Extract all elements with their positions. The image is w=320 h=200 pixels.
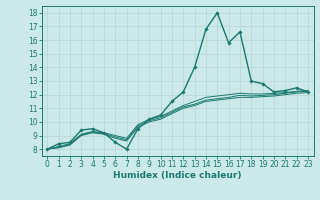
X-axis label: Humidex (Indice chaleur): Humidex (Indice chaleur)	[113, 171, 242, 180]
